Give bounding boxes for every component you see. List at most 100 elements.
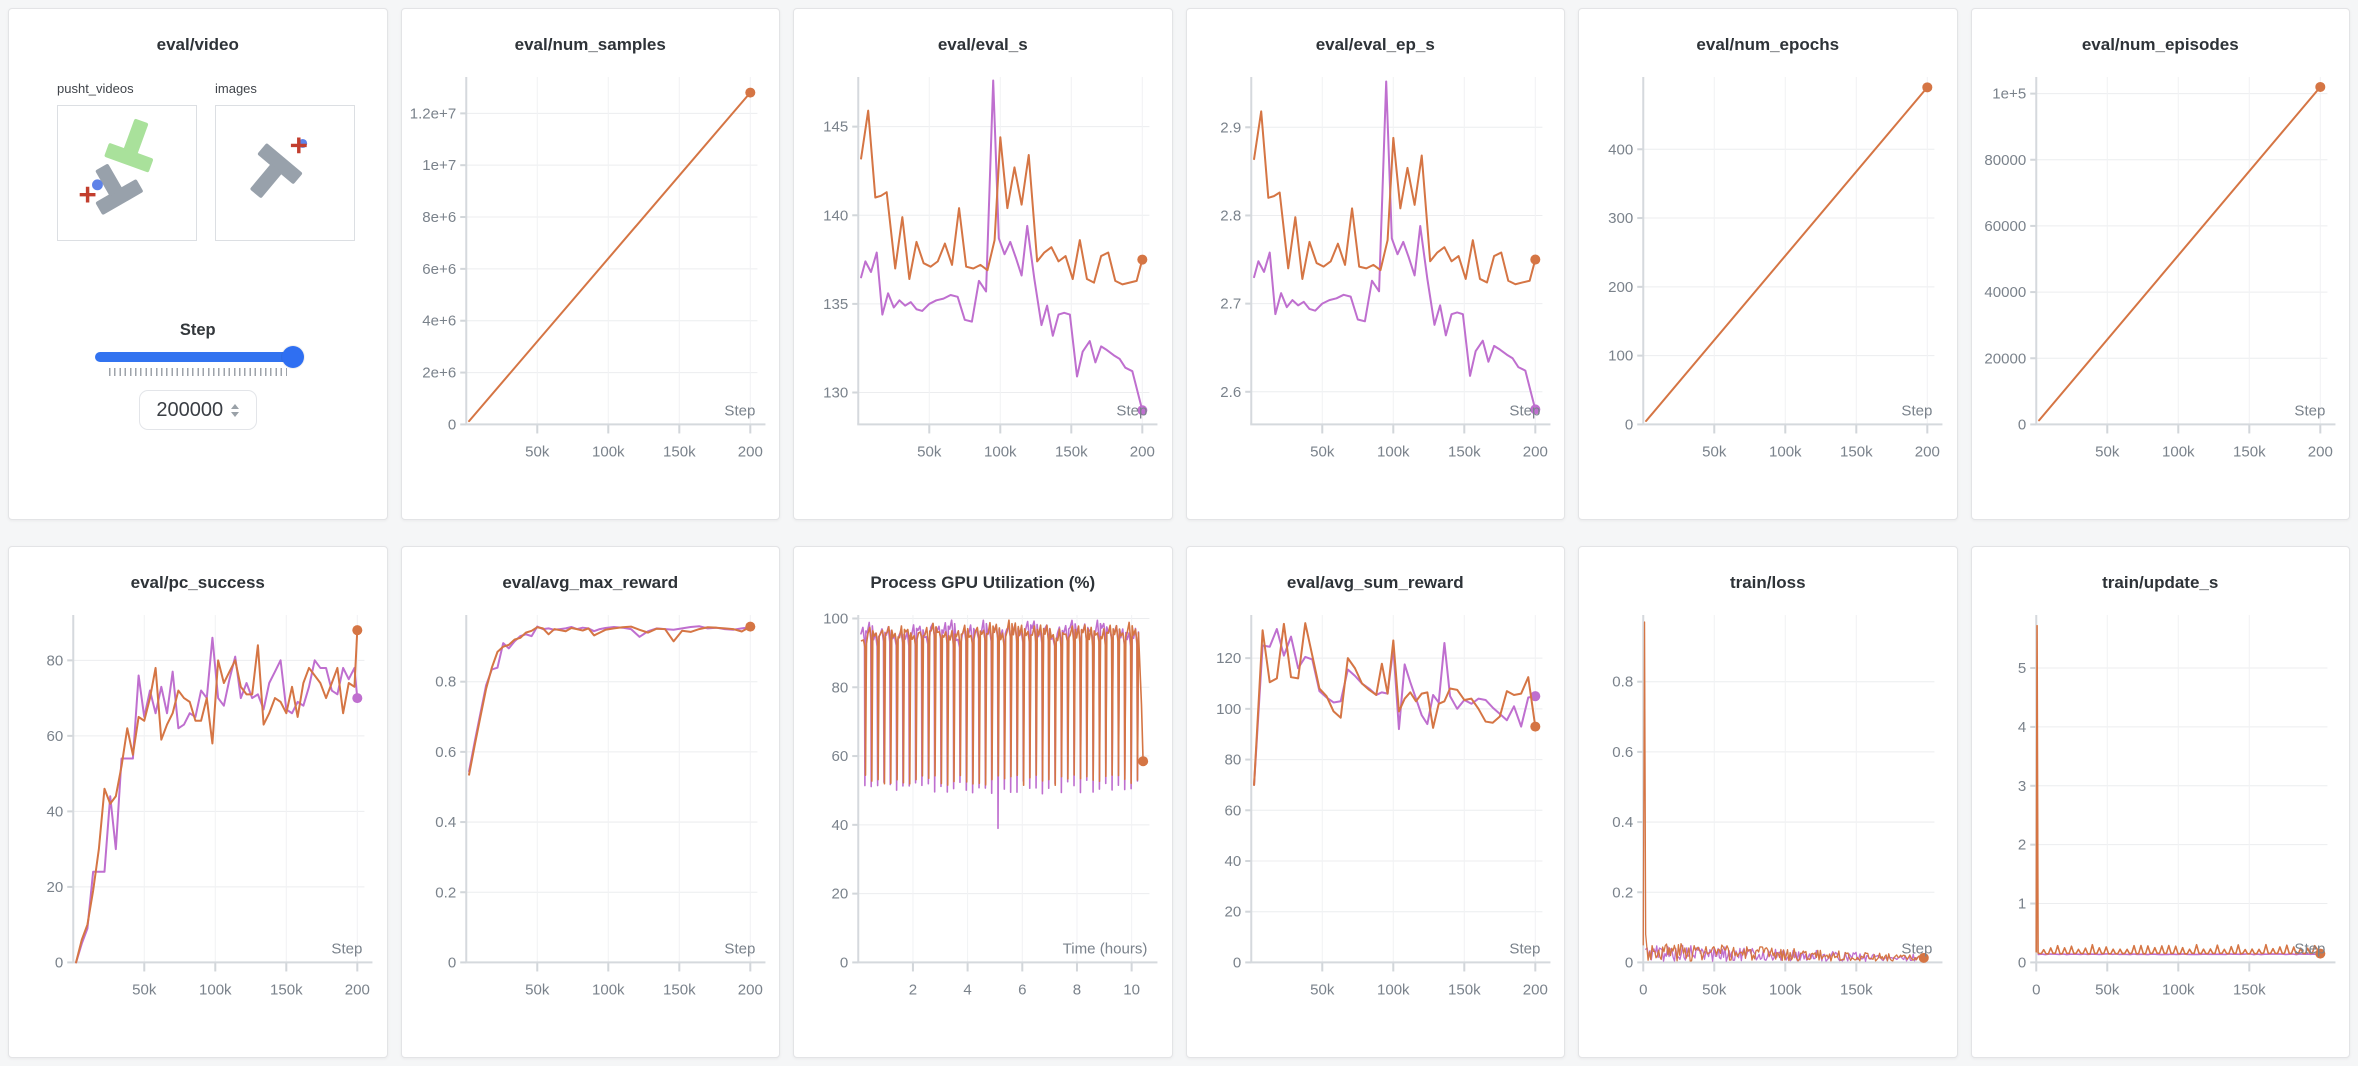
panel-eval-num-samples: eval/num_samples 0 2e+6 4e+6 6e+6 8e+6 1e+7 1.… (400, 8, 780, 520)
step-number-input[interactable]: 200000 (138, 390, 257, 431)
svg-text:50k: 50k (1310, 982, 1335, 999)
svg-text:0: 0 (1625, 955, 1633, 972)
chart-eval-avg-max-reward[interactable]: 0 0.2 0.4 0.6 0.8 50k 100k 150k 200 Step (402, 605, 780, 1031)
svg-text:60: 60 (1224, 803, 1241, 820)
panel-title: eval/eval_s (937, 35, 1028, 54)
pusht-video-frame[interactable] (57, 105, 197, 242)
svg-text:0.8: 0.8 (1612, 674, 1633, 691)
svg-text:Step: Step (2294, 941, 2325, 958)
svg-text:5: 5 (2017, 660, 2025, 677)
svg-text:2e+6: 2e+6 (422, 365, 456, 382)
svg-text:20000: 20000 (1984, 351, 2026, 368)
stepper-arrows[interactable] (231, 403, 240, 417)
svg-text:0.6: 0.6 (1612, 744, 1633, 761)
chart-train-loss[interactable]: 0 0.2 0.4 0.6 0.8 0 50k 100k 150k Step (1579, 605, 1957, 1031)
chart-train-update-s[interactable]: 0 1 2 3 4 5 0 50k 100k 150k Step (1972, 605, 2350, 1031)
media-label: images (215, 81, 257, 97)
slider-knob[interactable] (281, 346, 304, 369)
svg-text:Step: Step (1116, 403, 1147, 420)
svg-text:150k: 150k (1840, 444, 1873, 461)
panel-eval-video: eval/video pusht_videos (8, 8, 388, 520)
svg-text:100: 100 (1608, 348, 1633, 365)
svg-text:100k: 100k (199, 982, 232, 999)
media-label: pusht_videos (57, 81, 134, 97)
svg-text:100k: 100k (1769, 444, 1802, 461)
svg-text:200: 200 (737, 982, 762, 999)
svg-text:Step: Step (1509, 403, 1540, 420)
svg-text:4e+6: 4e+6 (422, 313, 456, 330)
panel-eval-num-epochs: eval/num_epochs 0 100 200 300 400 50k 100k 150k… (1578, 8, 1958, 520)
svg-text:40: 40 (831, 817, 848, 834)
svg-text:100k: 100k (2161, 982, 2194, 999)
panel-title: eval/num_epochs (1696, 35, 1840, 54)
chart-eval-num-episodes[interactable]: 0 20000 40000 60000 80000 1e+5 50k 100k 150k 200 S… (1972, 67, 2350, 493)
svg-text:150k: 150k (662, 444, 695, 461)
video-thumbnail-images[interactable]: images (215, 81, 355, 242)
svg-text:100: 100 (1216, 701, 1241, 718)
svg-text:1e+5: 1e+5 (1992, 86, 2026, 103)
svg-text:80: 80 (46, 653, 63, 670)
panel-title: eval/eval_ep_s (1315, 35, 1435, 54)
svg-text:100k: 100k (591, 444, 624, 461)
svg-text:2.9: 2.9 (1220, 120, 1241, 137)
svg-text:Time (hours): Time (hours) (1063, 941, 1148, 958)
chart-eval-num-epochs[interactable]: 0 100 200 300 400 50k 100k 150k 200 Step (1579, 67, 1957, 493)
svg-text:150k: 150k (1447, 982, 1480, 999)
svg-text:0.2: 0.2 (1612, 885, 1633, 902)
panel-eval-eval-ep-s: eval/eval_ep_s 2.6 2.7 2.8 2.9 50k 100k 150k 20… (1185, 8, 1565, 520)
svg-text:50k: 50k (1702, 444, 1727, 461)
step-value: 200000 (156, 398, 224, 421)
svg-text:60: 60 (831, 748, 848, 765)
chart-eval-eval-ep-s[interactable]: 2.6 2.7 2.8 2.9 50k 100k 150k 200 Step (1187, 67, 1565, 493)
svg-text:150k: 150k (662, 982, 695, 999)
svg-text:2.6: 2.6 (1220, 384, 1241, 401)
svg-text:100k: 100k (1769, 982, 1802, 999)
svg-text:0.8: 0.8 (435, 674, 456, 691)
chart-eval-avg-sum-reward[interactable]: 0 20 40 60 80 100 120 50k 100k 150k 200 Step (1187, 605, 1565, 1031)
chart-eval-eval-s[interactable]: 130 135 140 145 50k 100k 150k 200 Step (794, 67, 1172, 493)
svg-text:130: 130 (823, 385, 848, 402)
svg-text:200: 200 (1522, 982, 1547, 999)
panel-title: Process GPU Utilization (%) (870, 573, 1096, 592)
svg-text:150k: 150k (2232, 444, 2265, 461)
panel-eval-num-episodes: eval/num_episodes 0 20000 40000 60000 80000 1… (1970, 8, 2350, 520)
svg-text:200: 200 (1130, 444, 1155, 461)
svg-text:200: 200 (2307, 444, 2332, 461)
svg-text:0: 0 (447, 955, 455, 972)
svg-text:145: 145 (823, 119, 848, 136)
svg-text:100k: 100k (1376, 444, 1409, 461)
svg-text:100k: 100k (1376, 982, 1409, 999)
panel-eval-avg-sum-reward: eval/avg_sum_reward 0 20 40 60 80 100 120 50k 10… (1185, 546, 1565, 1058)
svg-text:50k: 50k (2095, 444, 2120, 461)
svg-text:0: 0 (2017, 955, 2025, 972)
panel-title: eval/video (156, 35, 239, 54)
svg-text:150k: 150k (1055, 444, 1088, 461)
svg-text:8: 8 (1073, 982, 1081, 999)
step-slider[interactable] (94, 346, 304, 377)
slider-track[interactable] (94, 346, 304, 369)
svg-text:20: 20 (831, 886, 848, 903)
svg-text:1.2e+7: 1.2e+7 (409, 106, 455, 123)
video-thumbnail-pusht-videos[interactable]: pusht_videos (57, 81, 197, 242)
svg-text:200: 200 (1608, 279, 1633, 296)
images-frame[interactable] (215, 105, 355, 242)
svg-text:200: 200 (737, 444, 762, 461)
svg-text:300: 300 (1608, 210, 1633, 227)
svg-text:50k: 50k (917, 444, 942, 461)
svg-text:8e+6: 8e+6 (422, 209, 456, 226)
svg-text:Step: Step (1901, 941, 1932, 958)
svg-text:6e+6: 6e+6 (422, 261, 456, 278)
step-down-icon[interactable] (231, 411, 240, 417)
chart-eval-num-samples[interactable]: 0 2e+6 4e+6 6e+6 8e+6 1e+7 1.2e+7 50k 100k 150k 20… (402, 67, 780, 493)
panel-title: eval/avg_max_reward (502, 573, 679, 592)
chart-eval-pc-success[interactable]: 0 20 40 60 80 50k 100k 150k 200 Step (9, 605, 387, 1031)
svg-text:2.7: 2.7 (1220, 296, 1241, 313)
svg-text:3: 3 (2017, 778, 2025, 795)
svg-text:50k: 50k (525, 982, 550, 999)
svg-text:80: 80 (831, 680, 848, 697)
svg-text:20: 20 (46, 879, 63, 896)
svg-text:Step: Step (724, 941, 755, 958)
step-up-icon[interactable] (231, 403, 240, 409)
svg-text:50k: 50k (2095, 982, 2120, 999)
chart-process-gpu-utilization[interactable]: 0 20 40 60 80 100 2 4 6 8 10 Time (hours) (794, 605, 1172, 1031)
